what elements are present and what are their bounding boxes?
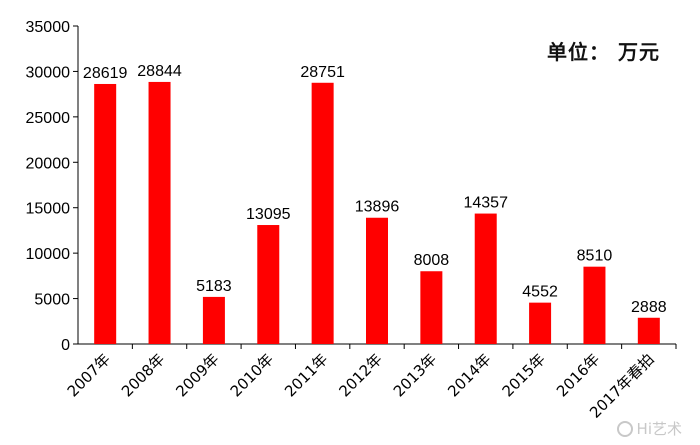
y-tick-label: 5000 (34, 292, 70, 309)
bar (148, 81, 171, 345)
data-label: 2888 (631, 299, 667, 316)
camera-icon (616, 420, 633, 437)
watermark: Hi艺术 (616, 418, 682, 439)
data-label: 8510 (577, 248, 613, 265)
data-label: 13896 (355, 199, 400, 216)
x-tick-label: 2015年 (499, 350, 549, 400)
y-tick-label: 10000 (26, 246, 71, 263)
x-tick-label: 2013年 (390, 350, 440, 400)
y-tick-label: 25000 (26, 110, 71, 127)
x-tick-label: 2016年 (553, 350, 603, 400)
x-tick-label: 2012年 (335, 350, 385, 400)
y-tick-label: 0 (61, 337, 70, 354)
y-tick-label: 30000 (26, 64, 71, 81)
y-tick-label: 20000 (26, 155, 71, 172)
bar (637, 317, 660, 344)
data-label: 4552 (522, 284, 558, 301)
x-tick-label: 2007年 (64, 350, 114, 400)
x-tick-label: 2014年 (444, 350, 494, 400)
bar (583, 266, 606, 344)
data-label: 13095 (246, 206, 291, 223)
bar (420, 271, 443, 344)
data-labels: 28619 28844 5183 13095 28751 13896 8008 14357 45… (83, 63, 667, 316)
bars (94, 81, 660, 345)
watermark-text: Hi艺术 (636, 420, 682, 438)
y-axis-ticks: 0 5000 10000 15000 20000 25000 30000 35000 (26, 19, 78, 354)
bar (311, 82, 334, 345)
bar (94, 83, 117, 344)
x-tick-label: 2011年 (281, 350, 331, 400)
data-label: 28751 (300, 64, 345, 81)
data-label: 14357 (463, 195, 508, 212)
bar (202, 296, 225, 344)
x-tick-label: 2010年 (227, 350, 277, 400)
data-label: 8008 (414, 252, 450, 269)
data-label: 5183 (196, 278, 232, 295)
x-tick-label: 2009年 (172, 350, 222, 400)
data-label: 28619 (83, 65, 128, 82)
bar (529, 302, 552, 344)
unit-note: 单位： 万元 (547, 40, 660, 64)
x-tick-label: 2008年 (118, 350, 168, 400)
bar (366, 217, 388, 344)
x-axis-ticks: 2007年 2008年 2009年 2010年 2011年 2012年 2013年 2014年… (64, 344, 677, 422)
data-label: 28844 (137, 63, 182, 80)
y-tick-label: 15000 (26, 201, 71, 218)
y-tick-label: 35000 (26, 19, 71, 36)
bar (257, 225, 280, 344)
bar (474, 213, 497, 344)
